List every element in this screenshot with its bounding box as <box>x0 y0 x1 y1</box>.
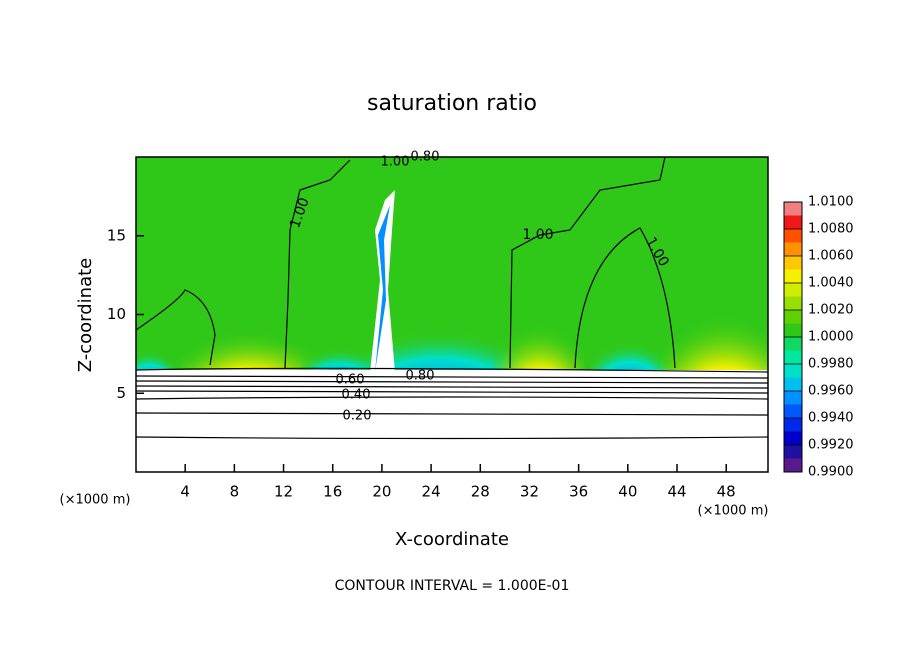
colorbar-tick-label: 0.9980 <box>808 357 854 372</box>
colorbar-tick-label: 1.0000 <box>808 330 854 345</box>
x-tick-label: 44 <box>667 483 686 501</box>
colorbar-segment <box>784 445 802 459</box>
colorbar-tick-label: 1.0100 <box>808 195 854 210</box>
colorbar-segment <box>784 404 802 418</box>
colorbar-tick-label: 1.0080 <box>808 222 854 237</box>
field <box>136 157 768 472</box>
colorbar-segment <box>784 215 802 229</box>
colorbar-segment <box>784 296 802 310</box>
colorbar-tick-label: 0.9960 <box>808 384 854 399</box>
x-unit-label: (×1000 m) <box>698 504 769 519</box>
y-tick-label: 10 <box>107 305 126 323</box>
colorbar-segment <box>784 323 802 337</box>
contour-label: 0.80 <box>411 150 440 165</box>
colorbar-tick-label: 0.9900 <box>808 465 854 480</box>
colorbar-segment <box>784 350 802 364</box>
y-tick-label: 15 <box>107 226 126 244</box>
x-tick-label: 24 <box>422 483 441 501</box>
y-axis-title: Z-coordinate <box>75 258 96 373</box>
y-tick-label: 5 <box>116 384 126 402</box>
contour-label: 1.00 <box>522 227 553 243</box>
x-tick-label: 8 <box>230 483 240 501</box>
colorbar-tick-label: 0.9940 <box>808 411 854 426</box>
colorbar-segment <box>784 337 802 351</box>
x-tick-label: 16 <box>323 483 342 501</box>
contour-label: 0.80 <box>406 369 435 384</box>
colorbar-segment <box>784 458 802 472</box>
x-tick-label: 20 <box>372 483 391 501</box>
x-tick-label: 48 <box>717 483 736 501</box>
x-tick-label: 40 <box>618 483 637 501</box>
x-tick-label: 28 <box>471 483 490 501</box>
colorbar-segment <box>784 269 802 283</box>
x-tick-label: 36 <box>569 483 588 501</box>
colorbar-segment <box>784 242 802 256</box>
colorbar-segment <box>784 391 802 405</box>
colorbar-tick-label: 1.0020 <box>808 303 854 318</box>
colorbar-segment <box>784 256 802 270</box>
colorbar-tick-label: 1.0060 <box>808 249 854 264</box>
colorbar-segment <box>784 202 802 216</box>
colorbar-segment <box>784 431 802 445</box>
colorbar-segment <box>784 229 802 243</box>
x-unit-label: (×1000 m) <box>60 493 131 508</box>
colorbar-segment <box>784 283 802 297</box>
x-tick-label: 4 <box>180 483 190 501</box>
contour-label: 0.20 <box>343 409 372 424</box>
x-tick-label: 32 <box>520 483 539 501</box>
contour-label: 0.60 <box>336 373 365 388</box>
contour-label: 1.00 <box>381 155 410 170</box>
contour-label: 0.40 <box>342 388 371 403</box>
colorbar-segment <box>784 418 802 432</box>
colorbar-tick-label: 0.9920 <box>808 438 854 453</box>
colorbar-tick-label: 1.0040 <box>808 276 854 291</box>
chart-title: saturation ratio <box>367 91 537 116</box>
footer: CONTOUR INTERVAL = 1.000E-01 <box>335 578 570 594</box>
colorbar-segment <box>784 364 802 378</box>
x-tick-label: 12 <box>274 483 293 501</box>
colorbar-segment <box>784 377 802 391</box>
x-axis-title: X-coordinate <box>395 529 509 550</box>
colorbar-segment <box>784 310 802 324</box>
